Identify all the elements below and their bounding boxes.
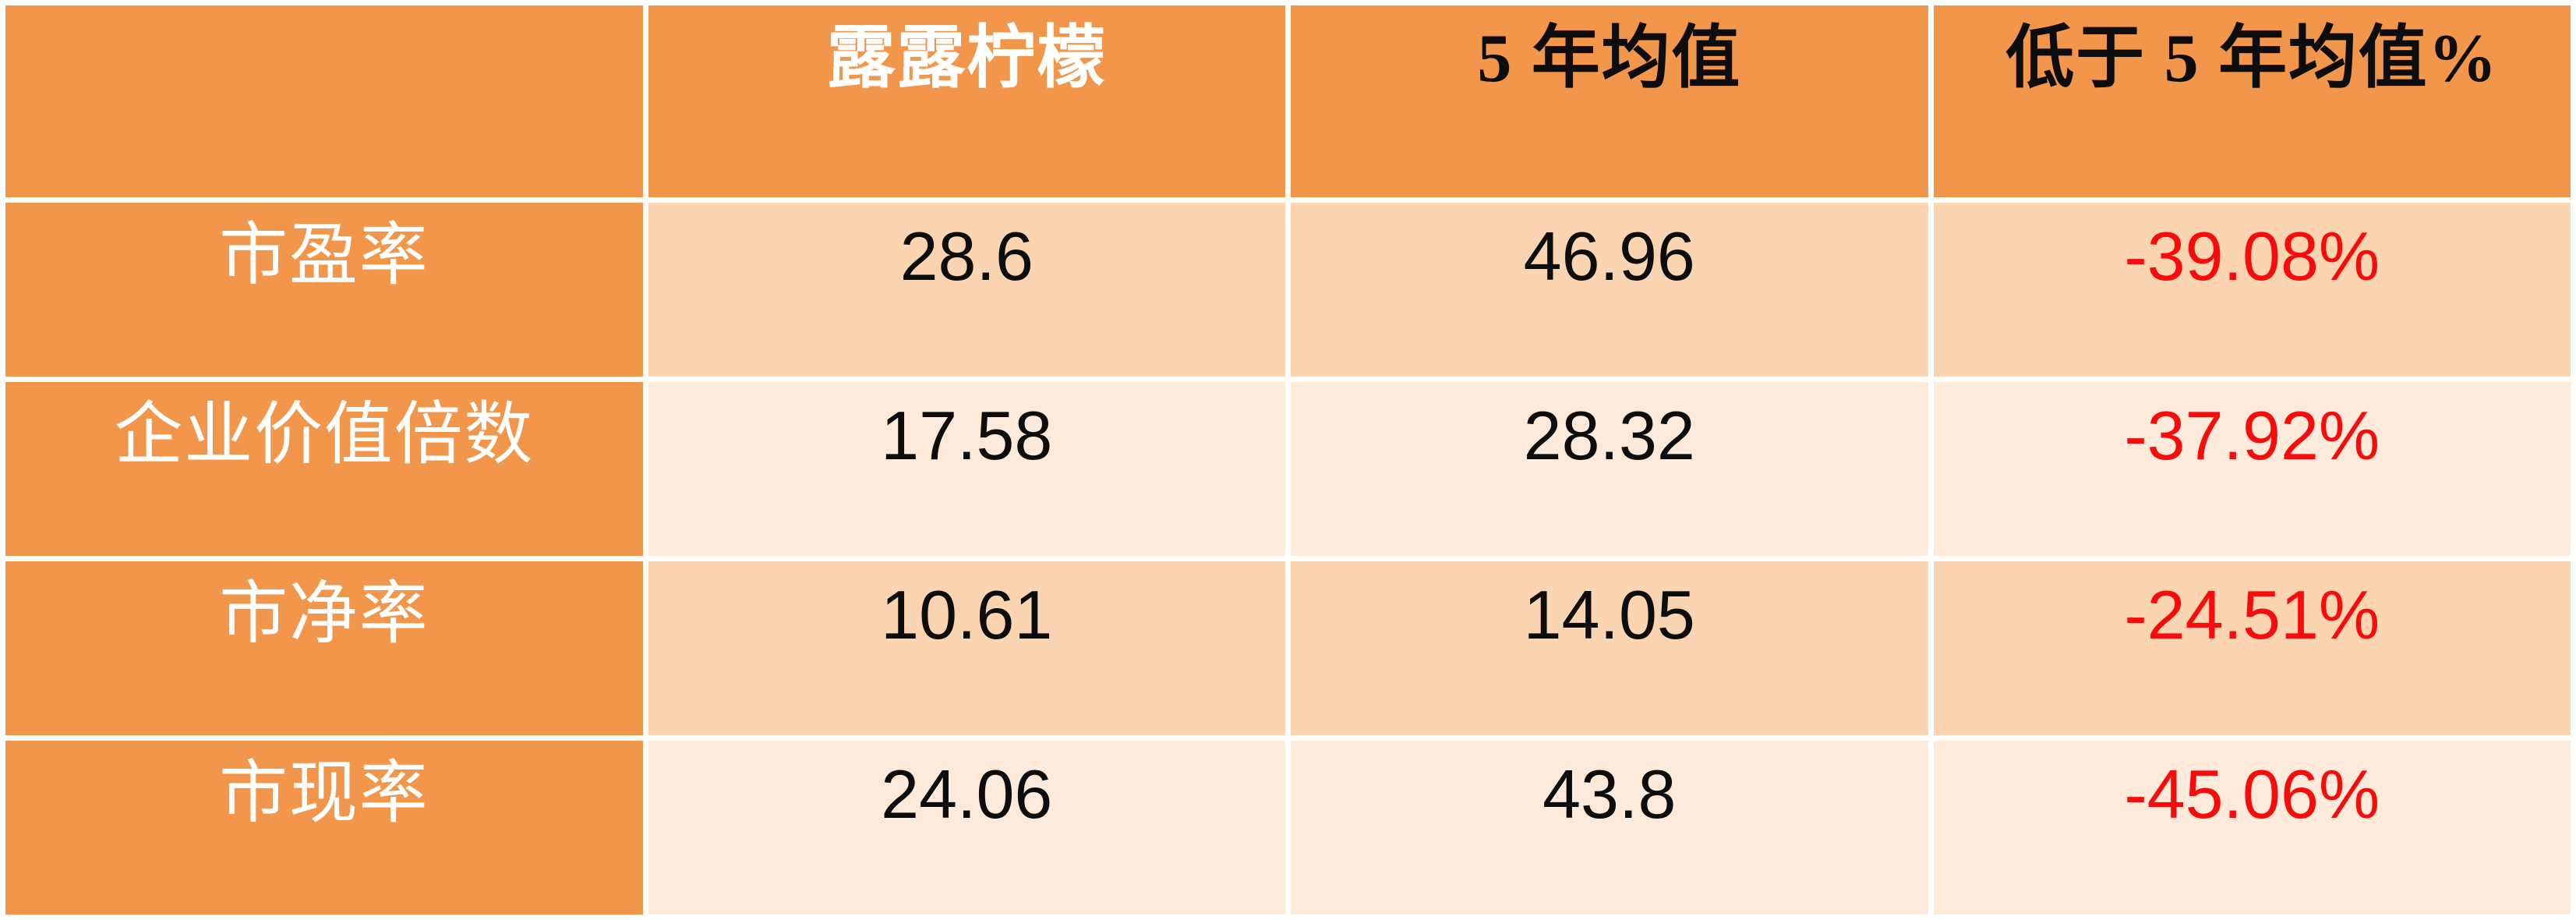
value-cell-pe-avg5y: 46.96: [1291, 203, 1928, 377]
row-label-pb-ratio: 市净率: [5, 561, 643, 735]
value-cell-pb-company: 10.61: [648, 561, 1285, 735]
value-cell-ev-avg5y: 28.32: [1291, 382, 1928, 556]
row-label-pcf-ratio: 市现率: [5, 741, 643, 915]
value-cell-pcf-avg5y: 43.8: [1291, 741, 1928, 915]
table-row-ev-multiple: 企业价值倍数 17.58 28.32 -37.92%: [5, 382, 2571, 556]
value-cell-pb-avg5y: 14.05: [1291, 561, 1928, 735]
table-row-pe: 市盈率 28.6 46.96 -39.08%: [5, 203, 2571, 377]
header-cell-blank: [5, 5, 643, 197]
percent-cell-ev-below-avg: -37.92%: [1933, 382, 2571, 556]
percent-cell-pcf-below-avg: -45.06%: [1933, 741, 2571, 915]
header-cell-company: 露露柠檬: [648, 5, 1285, 197]
percent-cell-pe-below-avg: -39.08%: [1933, 203, 2571, 377]
header-cell-below-5y-average: 低于 5 年均值%: [1933, 5, 2571, 197]
table-row-pb: 市净率 10.61 14.05 -24.51%: [5, 561, 2571, 735]
row-label-ev-multiple: 企业价值倍数: [5, 382, 643, 556]
percent-cell-pb-below-avg: -24.51%: [1933, 561, 2571, 735]
header-cell-5y-average: 5 年均值: [1291, 5, 1928, 197]
table-row-pcf: 市现率 24.06 43.8 -45.06%: [5, 741, 2571, 915]
table-header-row: 露露柠檬 5 年均值 低于 5 年均值%: [5, 5, 2571, 197]
value-cell-pe-company: 28.6: [648, 203, 1285, 377]
row-label-pe-ratio: 市盈率: [5, 203, 643, 377]
value-cell-ev-company: 17.58: [648, 382, 1285, 556]
value-cell-pcf-company: 24.06: [648, 741, 1285, 915]
